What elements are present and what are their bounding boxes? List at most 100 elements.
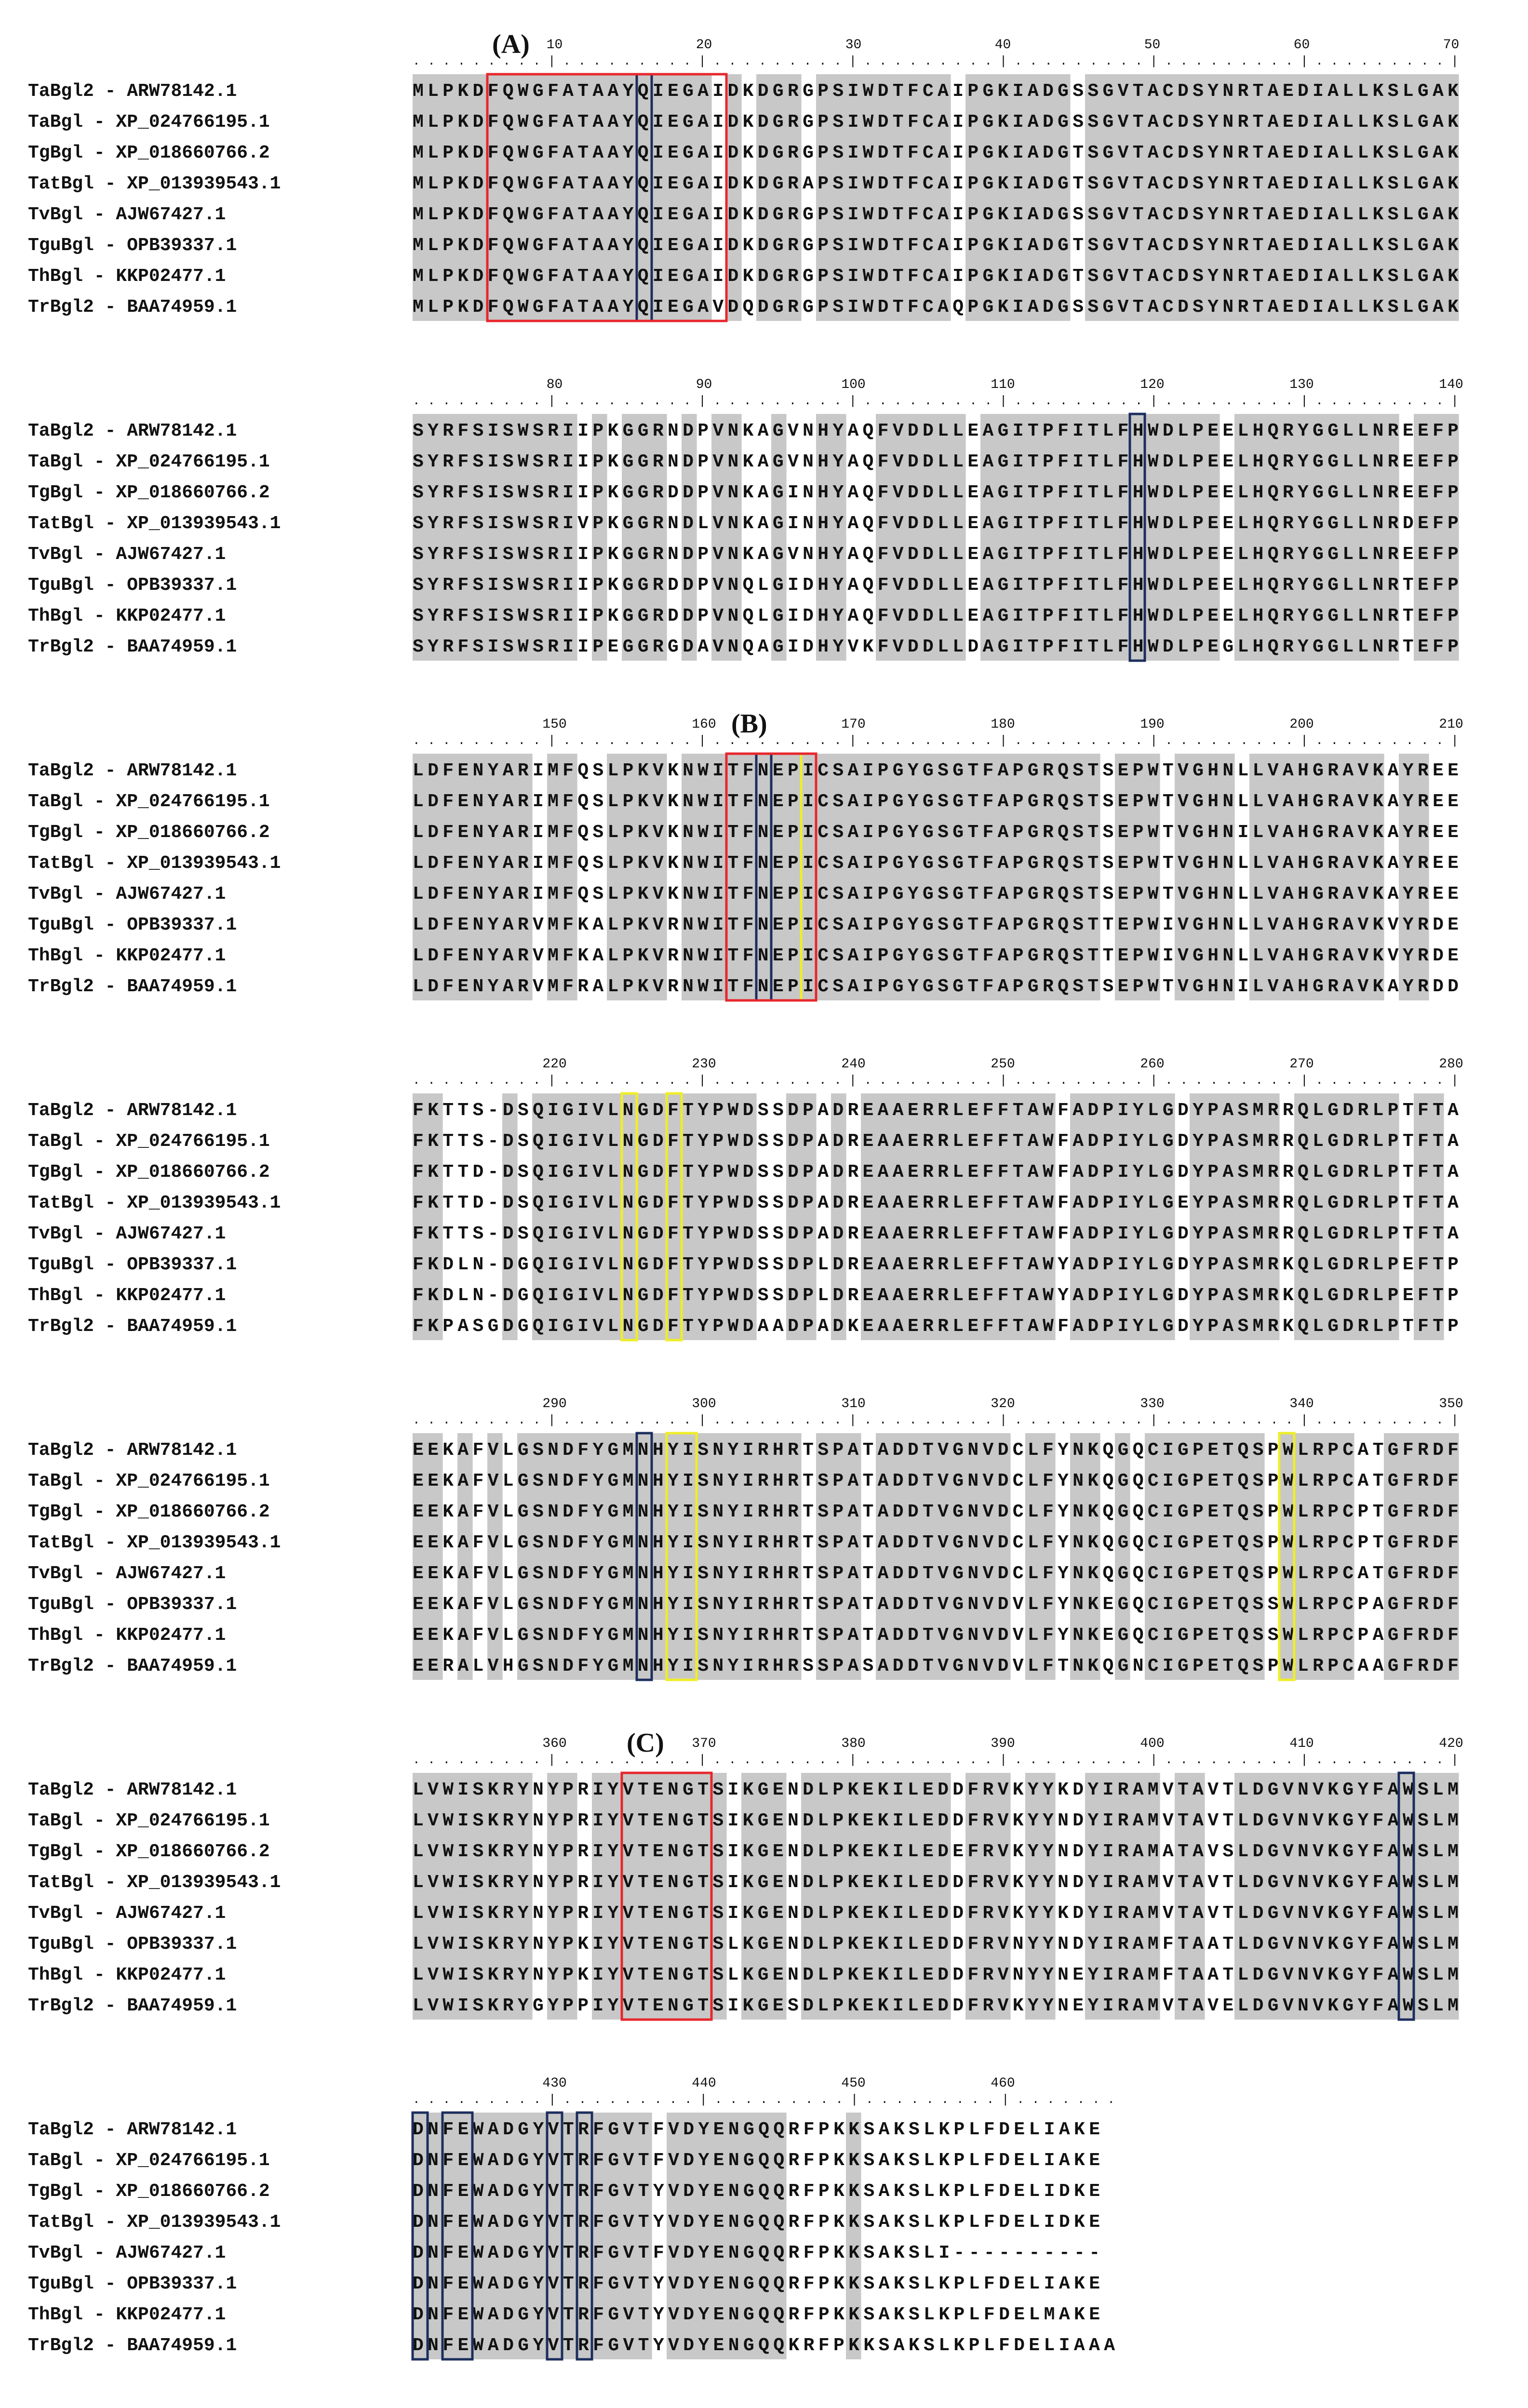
conserved-column-shade: [682, 1433, 697, 1680]
conserved-column-shade: [756, 1433, 772, 1680]
conserved-column-shade: [1414, 1773, 1429, 2020]
conserved-column-shade: [547, 414, 563, 661]
conserved-column-shade: [487, 754, 503, 1000]
conserved-column-shade: [1369, 414, 1384, 661]
conserved-column-shade: [1025, 1433, 1041, 1680]
sequence-label: TaBgl2 - ARW78142.1: [28, 81, 237, 102]
conserved-column-shade: [472, 2113, 488, 2359]
conserved-column-shade: [921, 1093, 936, 1340]
conserved-column-shade: [1264, 1773, 1280, 2020]
conserved-column-shade: [1249, 74, 1265, 321]
sequence-label: TatBgl - XP_013939543.1: [28, 853, 281, 874]
conserved-column-shade: [532, 414, 548, 661]
sequence-label: TvBgl - AJW67427.1: [28, 884, 226, 905]
conserved-column-shade: [442, 414, 458, 661]
motif-region-box: [486, 73, 728, 322]
conserved-column-shade: [517, 1773, 533, 2020]
conserved-column-shade: [741, 754, 757, 1000]
conserved-column-shade: [1100, 414, 1115, 661]
sequence-label: ThBgl - KKP02477.1: [28, 266, 226, 287]
conserved-column-shade: [562, 754, 577, 1000]
conserved-column-shade: [1025, 1773, 1041, 2020]
conserved-column-shade: [1339, 754, 1354, 1000]
conserved-column-shade: [1264, 74, 1280, 321]
conserved-column-shade: [831, 414, 846, 661]
conserved-column-shade: [1384, 1773, 1399, 2020]
conserved-column-shade: [622, 414, 637, 661]
conserved-column-shade: [861, 1093, 876, 1340]
conserved-column-shade: [592, 1773, 607, 2020]
conserved-column-shade: [1205, 754, 1220, 1000]
residue-highlight-box: [635, 1432, 653, 1681]
conserved-column-shade: [413, 754, 428, 1000]
conserved-column-shade: [562, 2113, 577, 2359]
conserved-column-shade: [442, 2113, 458, 2359]
tick-label: 30: [845, 38, 862, 53]
conserved-column-shade: [965, 1773, 981, 2020]
sequence-label: TaBgl - XP_024766195.1: [28, 1131, 270, 1152]
conserved-column-shade: [457, 1773, 473, 2020]
sequence-label: TguBgl - OPB39337.1: [28, 235, 237, 256]
conserved-column-shade: [1025, 74, 1041, 321]
conserved-column-shade: [1429, 1433, 1444, 1680]
conserved-column-shade: [980, 414, 996, 661]
conserved-column-shade: [1025, 414, 1041, 661]
conserved-column-shade: [607, 2113, 622, 2359]
conserved-column-shade: [891, 1433, 906, 1680]
tick-label: 100: [841, 377, 865, 392]
conserved-column-shade: [711, 1773, 727, 2020]
conserved-column-shade: [682, 1773, 697, 2020]
conserved-column-shade: [1190, 1773, 1205, 2020]
conserved-column-shade: [1324, 1093, 1340, 1340]
conserved-column-shade: [428, 2113, 443, 2359]
conserved-column-shade: [1294, 754, 1310, 1000]
conserved-column-shade: [1055, 754, 1071, 1000]
conserved-column-shade: [816, 74, 831, 321]
conserved-column-shade: [1354, 1773, 1369, 2020]
conserved-column-shade: [936, 74, 951, 321]
sequence-label: TaBgl - XP_024766195.1: [28, 112, 270, 133]
conserved-column-shade: [652, 414, 667, 661]
conserved-column-shade: [995, 1773, 1011, 2020]
sequence-label: TrBgl2 - BAA74959.1: [28, 1316, 237, 1337]
conserved-column-shade: [861, 754, 876, 1000]
conserved-column-shade: [428, 1773, 443, 2020]
conserved-column-shade: [577, 74, 592, 321]
conserved-column-shade: [936, 414, 951, 661]
conserved-column-shade: [771, 2113, 787, 2359]
conserved-column-shade: [532, 1433, 548, 1680]
tick-label: 170: [841, 717, 865, 732]
conserved-column-shade: [1279, 1773, 1295, 2020]
conserved-column-shade: [682, 414, 697, 661]
conserved-column-shade: [442, 74, 458, 321]
conserved-column-shade: [921, 1433, 936, 1680]
conserved-column-shade: [876, 1773, 891, 2020]
conserved-column-shade: [1369, 1093, 1384, 1340]
sequence-label: TgBgl - XP_018660766.2: [28, 1162, 270, 1183]
conserved-column-shade: [1234, 414, 1250, 661]
conserved-column-shade: [1249, 414, 1265, 661]
conserved-column-shade: [846, 754, 861, 1000]
conserved-column-shade: [1145, 414, 1160, 661]
conserved-column-shade: [861, 1773, 876, 2020]
conserved-column-shade: [472, 1773, 488, 2020]
conserved-column-shade: [1220, 1093, 1235, 1340]
tick-label: 200: [1289, 717, 1314, 732]
conserved-column-shade: [1264, 1093, 1280, 1340]
conserved-column-shade: [1444, 1773, 1459, 2020]
conserved-column-shade: [741, 1433, 757, 1680]
conserved-column-shade: [1249, 1773, 1265, 2020]
conserved-column-shade: [667, 74, 682, 321]
conserved-column-shade: [1130, 754, 1145, 1000]
sequence-label: TgBgl - XP_018660766.2: [28, 822, 270, 843]
conserved-column-shade: [457, 1433, 473, 1680]
conserved-column-shade: [1414, 1093, 1429, 1340]
conserved-column-shade: [1040, 1433, 1056, 1680]
conserved-column-shade: [592, 74, 607, 321]
sequence-label: TaBgl2 - ARW78142.1: [28, 760, 237, 781]
conserved-column-shade: [1100, 1093, 1115, 1340]
conserved-column-shade: [965, 754, 981, 1000]
sequence-label: ThBgl - KKP02477.1: [28, 1625, 226, 1646]
conserved-column-shade: [1294, 1433, 1310, 1680]
